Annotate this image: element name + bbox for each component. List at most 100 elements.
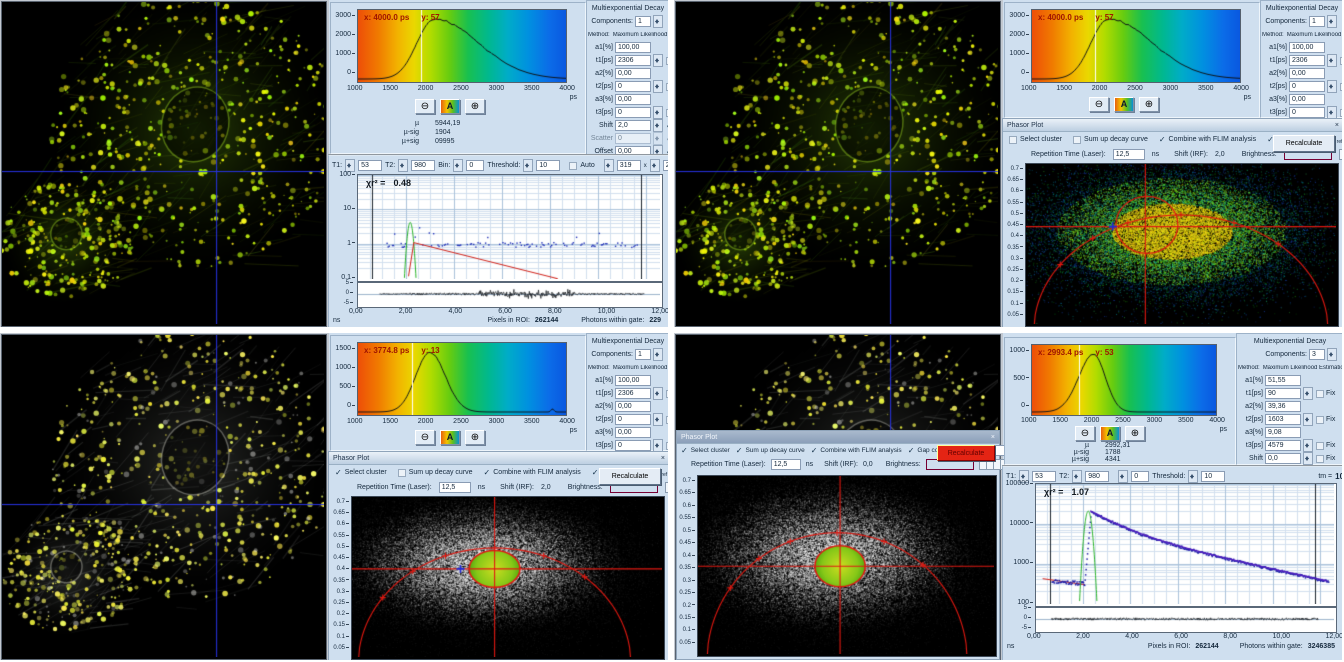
checkbox-combine-with-flim-analysis[interactable]: ✓ Combine with FLIM analysis (810, 446, 902, 455)
spinner[interactable] (653, 80, 663, 93)
components-spinner[interactable] (1327, 348, 1337, 361)
checkbox-select-cluster[interactable]: ✓ Select cluster (681, 446, 730, 455)
fix-checkbox[interactable]: Fix (666, 82, 668, 91)
decay-plot[interactable]: χr² = 1.07 (1035, 483, 1337, 607)
spinner[interactable] (1327, 54, 1337, 67)
repetition-input[interactable]: 12,5 (1112, 149, 1145, 160)
zoom-out-button[interactable]: ⊖ (415, 430, 435, 445)
zoom-out-button[interactable]: ⊖ (1075, 426, 1095, 441)
colormap-button[interactable]: A (1100, 426, 1120, 441)
t3[ps]-input[interactable]: 0 (1289, 107, 1325, 118)
roi-y-spinner[interactable] (649, 159, 660, 172)
fix-checkbox[interactable]: Fix (1316, 415, 1335, 424)
zoom-out-button[interactable]: ⊖ (1089, 97, 1109, 112)
lifetime-histogram-plot[interactable]: x: 2993.4 ps y: 53 (1031, 344, 1217, 416)
lifetime-histogram-plot[interactable]: x: 3774.8 ps y: 13 (357, 342, 567, 416)
fix-checkbox[interactable]: Fix (666, 441, 668, 450)
t2[ps]-input[interactable]: 0 (1289, 81, 1325, 92)
zoom-in-button[interactable]: ⊕ (465, 430, 485, 445)
a1[%]-input[interactable]: 100,00 (1289, 42, 1325, 53)
close-icon[interactable]: × (1334, 122, 1339, 129)
brightness-slider[interactable] (1338, 149, 1342, 160)
spinner[interactable] (1303, 452, 1313, 465)
threshold-input[interactable]: 10 (1201, 471, 1226, 482)
t2[ps]-input[interactable]: 1603 (1265, 414, 1301, 425)
checkbox-sum-up-decay-curve[interactable]: Sum up decay curve (397, 468, 473, 477)
repetition-input[interactable]: 12,5 (438, 482, 471, 493)
t1-input[interactable]: 53 (1032, 471, 1057, 482)
components-spinner[interactable] (653, 348, 663, 361)
roi-x-input[interactable]: 319 (616, 160, 641, 171)
fix-checkbox[interactable]: Fix (666, 108, 668, 117)
a3[%]-input[interactable]: 9,08 (1265, 427, 1301, 438)
roi-y-input[interactable]: 268 (662, 160, 668, 171)
a1[%]-input[interactable]: 51,55 (1265, 375, 1301, 386)
Shift-input[interactable]: 0,0 (1265, 453, 1301, 464)
zoom-in-button[interactable]: ⊕ (1125, 426, 1145, 441)
auto-checkbox[interactable] (569, 161, 578, 170)
lifetime-histogram-plot[interactable]: x: 4000.0 ps y: 57 (1031, 9, 1241, 83)
t3[ps]-input[interactable]: 0 (615, 440, 651, 451)
fix-checkbox[interactable]: Fix (1340, 82, 1342, 91)
close-icon[interactable]: × (990, 434, 995, 441)
checkbox-sum-up-decay-curve[interactable]: ✓ Sum up decay curve (735, 446, 805, 455)
phasor-plot[interactable] (1025, 163, 1339, 327)
t2-input[interactable]: 980 (411, 160, 436, 171)
phasor-plot[interactable] (697, 475, 997, 657)
colormap-button[interactable]: A (440, 430, 460, 445)
t1[ps]-input[interactable]: 2306 (1289, 55, 1325, 66)
a1[%]-input[interactable]: 100,00 (615, 375, 651, 386)
checkbox-sum-up-decay-curve[interactable]: Sum up decay curve (1073, 135, 1148, 144)
repetition-input[interactable]: 12,5 (770, 459, 801, 470)
t3[ps]-input[interactable]: 0 (615, 107, 651, 118)
t2-spinner[interactable] (398, 159, 409, 172)
components-input[interactable]: 3 (1309, 349, 1325, 360)
bin-input[interactable]: 0 (1131, 471, 1150, 482)
components-spinner[interactable] (653, 15, 663, 28)
threshold-spinner[interactable] (523, 159, 534, 172)
spinner[interactable] (653, 413, 663, 426)
flim-image-view[interactable] (675, 1, 1001, 327)
a2[%]-input[interactable]: 0,00 (615, 401, 651, 412)
spinner[interactable] (653, 132, 663, 145)
a1[%]-input[interactable]: 100,00 (615, 42, 651, 53)
t1[ps]-input[interactable]: 90 (1265, 388, 1301, 399)
t2[ps]-input[interactable]: 0 (615, 81, 651, 92)
flim-image-view[interactable] (1, 334, 327, 660)
fix-checkbox[interactable]: ✓Fix (666, 122, 668, 130)
zoom-out-button[interactable]: ⊖ (415, 99, 435, 114)
t1[ps]-input[interactable]: 2306 (615, 55, 651, 66)
fix-checkbox[interactable]: Fix (1316, 454, 1335, 463)
fix-checkbox[interactable]: Fix (1316, 389, 1335, 398)
spinner[interactable] (1327, 80, 1337, 93)
checkbox-select-cluster[interactable]: ✓ Select cluster (335, 468, 387, 477)
components-spinner[interactable] (1327, 15, 1337, 28)
recalculate-button[interactable]: Recalculate (1273, 135, 1335, 152)
phasor-plot-window[interactable]: Phasor Plot × ✓ Select cluster ✓ Sum up dec… (676, 430, 1029, 660)
a2[%]-input[interactable]: 0,00 (615, 68, 651, 79)
fix-checkbox[interactable]: Fix (666, 389, 668, 398)
t1-input[interactable]: 53 (358, 160, 383, 171)
components-input[interactable]: 1 (635, 16, 651, 27)
decay-plot[interactable]: χr² = 0.48 (357, 174, 663, 282)
roi-x-spinner[interactable] (603, 159, 614, 172)
phasor-titlebar[interactable]: Phasor Plot × (1003, 119, 1342, 132)
a3[%]-input[interactable]: 0,00 (615, 94, 651, 105)
Shift-input[interactable]: 2,0 (615, 120, 651, 131)
checkbox-combine-with-flim-analysis[interactable]: ✓ Combine with FLIM analysis (1158, 135, 1257, 144)
fix-checkbox[interactable]: ✓Fix (666, 148, 668, 156)
t2-spinner[interactable] (1072, 470, 1083, 483)
flim-image-view[interactable] (1, 1, 327, 327)
phasor-titlebar[interactable]: Phasor Plot × (329, 452, 668, 465)
bin-input[interactable]: 0 (466, 160, 485, 171)
fix-checkbox[interactable]: Fix (666, 56, 668, 65)
zoom-in-button[interactable]: ⊕ (1139, 97, 1159, 112)
t1[ps]-input[interactable]: 2306 (615, 388, 651, 399)
checkbox-select-cluster[interactable]: Select cluster (1009, 135, 1062, 144)
zoom-in-button[interactable]: ⊕ (465, 99, 485, 114)
phasor-titlebar[interactable]: Phasor Plot × (677, 431, 999, 444)
fix-checkbox[interactable]: Fix (1340, 108, 1342, 117)
t2-input[interactable]: 980 (1085, 471, 1110, 482)
colormap-button[interactable]: A (1114, 97, 1134, 112)
fix-checkbox[interactable]: Fix (1316, 441, 1335, 450)
